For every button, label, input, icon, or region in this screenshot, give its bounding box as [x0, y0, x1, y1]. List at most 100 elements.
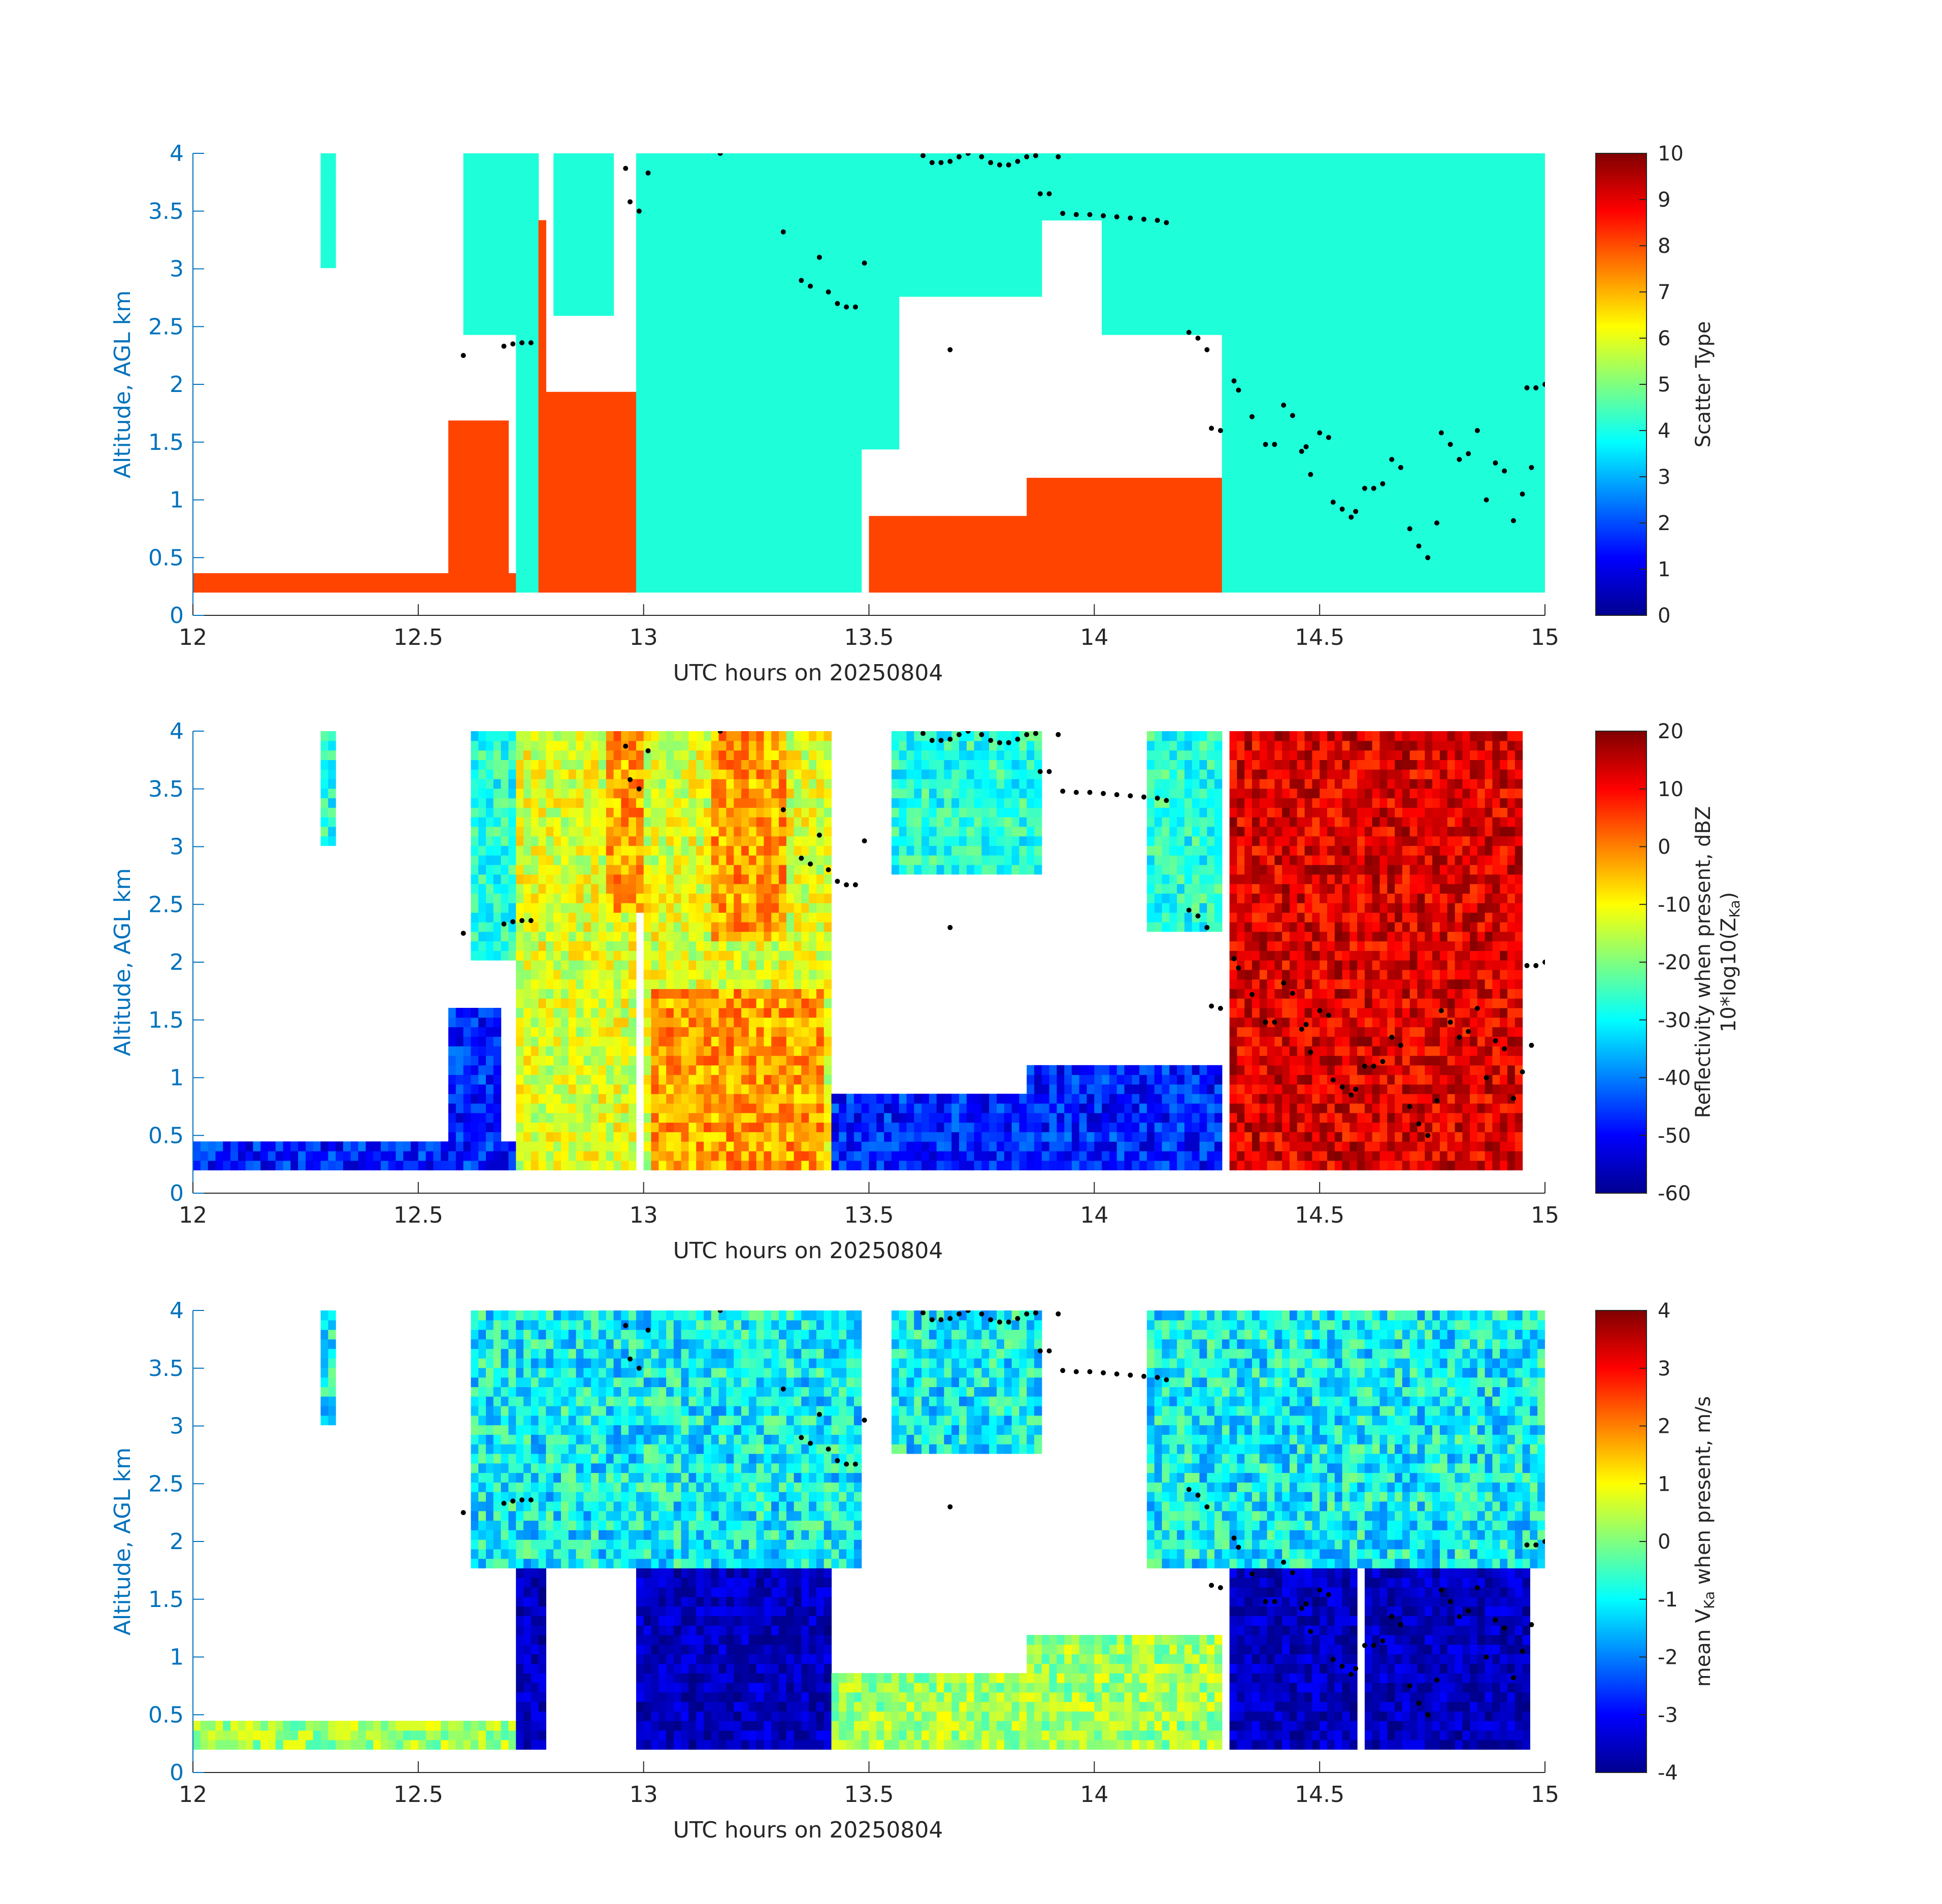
heatmap-cell [320, 220, 328, 230]
heatmap-cell [629, 516, 637, 526]
heatmap-cell [659, 573, 667, 583]
heatmap-cell [523, 554, 532, 564]
heatmap-cell [1342, 162, 1350, 173]
heatmap-cell [1214, 268, 1223, 278]
heatmap-cell [561, 458, 569, 469]
heatmap-cell [1304, 172, 1312, 182]
heatmap-cell [1409, 229, 1418, 240]
heatmap-cell [523, 153, 532, 163]
heatmap-cell [591, 248, 599, 259]
heatmap-cell [1312, 191, 1320, 202]
heatmap-cell [1259, 430, 1268, 440]
heatmap-cell [486, 153, 494, 163]
heatmap-cell [561, 229, 569, 240]
heatmap-cell [711, 296, 719, 307]
heatmap-cell [493, 229, 502, 240]
heatmap-cell [1364, 277, 1373, 287]
heatmap-cell [704, 391, 712, 402]
heatmap-cell [1297, 191, 1305, 202]
heatmap-cell [478, 430, 486, 440]
heatmap-cell [914, 162, 922, 173]
heatmap-cell [1222, 430, 1230, 440]
heatmap-cell [1409, 182, 1418, 192]
heatmap-cell [531, 478, 539, 488]
heatmap-cell [839, 210, 847, 221]
heatmap-cell [718, 516, 727, 526]
heatmap-cell [493, 420, 502, 431]
heatmap-cell [320, 210, 328, 221]
heatmap-cell [673, 373, 682, 383]
heatmap-cell [718, 315, 727, 325]
heatmap-cell [1041, 535, 1050, 545]
heatmap-cell [328, 239, 336, 249]
heatmap-cell [734, 325, 742, 335]
heatmap-cell [794, 172, 802, 182]
heatmap-cell [951, 268, 960, 278]
heatmap-cell [1327, 306, 1335, 316]
heatmap-cell [1259, 325, 1268, 335]
heatmap-cell [951, 535, 960, 545]
heatmap-cell [869, 268, 877, 278]
heatmap-cell [704, 401, 712, 411]
heatmap-cell [1184, 162, 1193, 173]
heatmap-cell [741, 172, 749, 182]
heatmap-cell [568, 268, 577, 278]
heatmap-cell [659, 162, 667, 173]
heatmap-cell [231, 582, 239, 593]
heatmap-cell [1116, 220, 1125, 230]
heatmap-cell [741, 564, 749, 574]
heatmap-cell [636, 525, 644, 536]
heatmap-cell [853, 353, 862, 364]
heatmap-cell [538, 382, 546, 392]
heatmap-cell [1199, 248, 1207, 259]
heatmap-cell [1297, 497, 1305, 507]
heatmap-cell [1109, 258, 1117, 269]
heatmap-cell [914, 201, 922, 211]
heatmap-cell [681, 201, 689, 211]
heatmap-cell [1169, 306, 1177, 316]
heatmap-cell [966, 258, 975, 269]
heatmap-cell [1169, 554, 1177, 564]
heatmap-cell [853, 373, 862, 383]
heatmap-cell [974, 287, 982, 297]
heatmap-cell [1387, 220, 1395, 230]
heatmap-cell [741, 382, 749, 392]
heatmap-cell [471, 564, 479, 574]
heatmap-cell [1267, 525, 1275, 536]
heatmap-cell [538, 439, 546, 450]
heatmap-cell [1192, 191, 1200, 202]
heatmap-cell [471, 201, 479, 211]
heatmap-cell [1425, 458, 1433, 469]
heatmap-cell [1057, 478, 1065, 488]
heatmap-cell [726, 373, 734, 383]
heatmap-cell [876, 401, 884, 411]
heatmap-cell [884, 430, 892, 440]
heatmap-cell [673, 564, 682, 574]
heatmap-cell [997, 220, 1005, 230]
heatmap-cell [741, 353, 749, 364]
heatmap-cell [606, 535, 614, 545]
heatmap-cell [1349, 430, 1358, 440]
heatmap-cell [1139, 506, 1147, 516]
heatmap-cell [1342, 391, 1350, 402]
heatmap-cell [643, 248, 652, 259]
heatmap-cell [598, 258, 607, 269]
heatmap-cell [1297, 335, 1305, 345]
heatmap-cell [1439, 544, 1448, 554]
heatmap-cell [1252, 344, 1260, 354]
heatmap-cell [328, 162, 336, 173]
heatmap-cell [501, 172, 509, 182]
heatmap-cell [1290, 162, 1298, 173]
heatmap-cell [1327, 449, 1335, 459]
heatmap-cell [1372, 535, 1380, 545]
heatmap-cell [1342, 182, 1350, 192]
heatmap-cell [779, 582, 787, 593]
heatmap-cell [1132, 248, 1140, 259]
heatmap-cell [869, 401, 877, 411]
heatmap-cell [681, 430, 689, 440]
heatmap-cell [1259, 554, 1268, 564]
heatmap-cell [1259, 458, 1268, 469]
heatmap-cell [1237, 420, 1245, 431]
heatmap-cell [659, 506, 667, 516]
heatmap-cell [1432, 315, 1440, 325]
